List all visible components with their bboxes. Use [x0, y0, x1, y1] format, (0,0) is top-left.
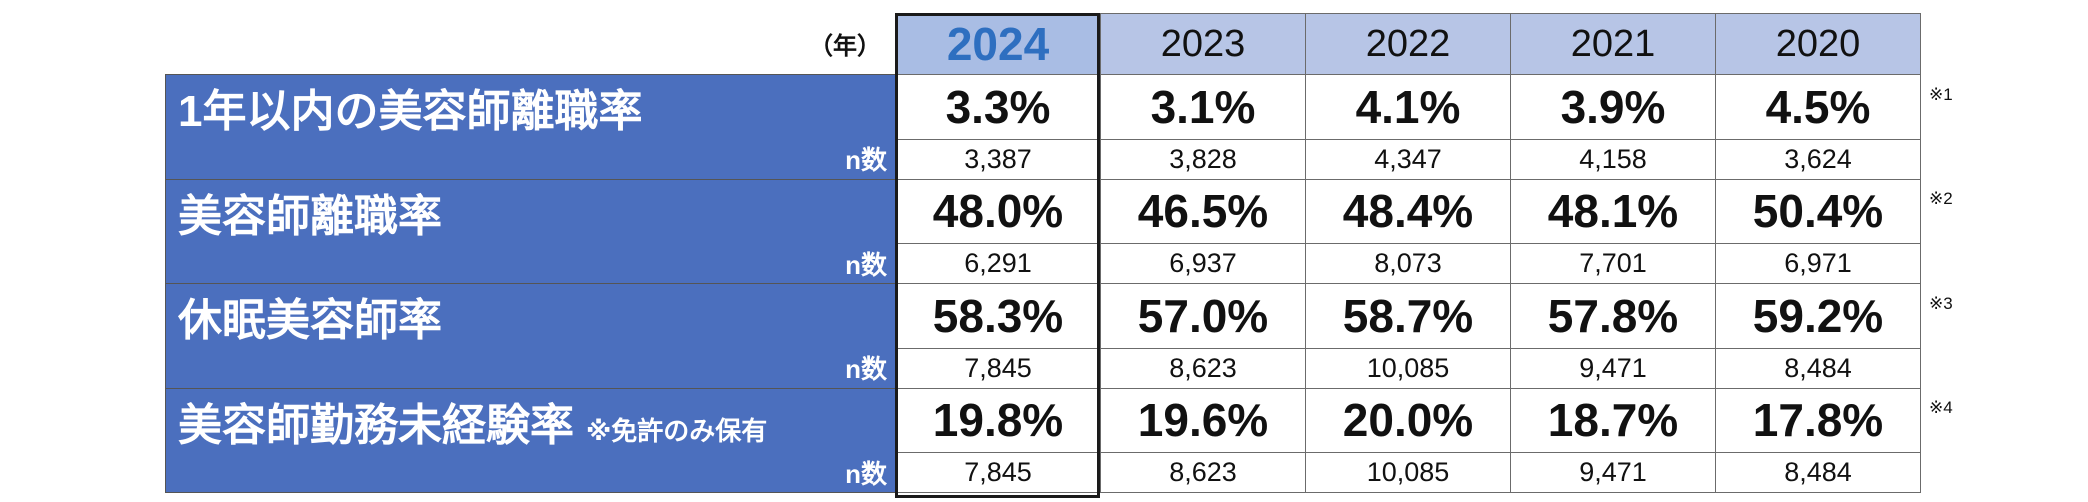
sample-size: 3,624	[1715, 138, 1921, 180]
sample-size-row: n数 7,845 8,623 10,085 9,471 8,484	[165, 347, 1981, 389]
row-label-text: 休眠美容師率	[178, 296, 442, 345]
row-label-text: 1年以内の美容師離職率	[178, 87, 643, 136]
footnote-mark: ※3	[1929, 293, 1953, 313]
rate-value: 58.7%	[1305, 283, 1511, 349]
rate-value: 50.4%	[1715, 178, 1921, 244]
rate-value: 4.1%	[1305, 74, 1511, 140]
row-label: 美容師離職率	[165, 178, 896, 244]
rate-value: 57.0%	[1100, 283, 1306, 349]
sample-size: 8,484	[1715, 347, 1921, 389]
year-header-2023: 2023	[1100, 13, 1306, 75]
table-row: 美容師離職率 48.0% 46.5% 48.4% 48.1% 50.4% ※2	[165, 178, 1981, 244]
year-header-2020: 2020	[1715, 13, 1921, 75]
stats-table: （年） 2024 2023 2022 2021 2020 1年以内の美容師離職率…	[165, 13, 1981, 493]
stats-table-container: （年） 2024 2023 2022 2021 2020 1年以内の美容師離職率…	[165, 13, 1981, 498]
rate-value: 4.5%	[1715, 74, 1921, 140]
sample-size-row: n数 3,387 3,828 4,347 4,158 3,624	[165, 138, 1981, 180]
table-row: 1年以内の美容師離職率 3.3% 3.1% 4.1% 3.9% 4.5% ※1	[165, 74, 1981, 140]
rate-value: 57.8%	[1510, 283, 1716, 349]
note-spacer	[1921, 14, 1981, 75]
sample-size: 8,484	[1715, 452, 1921, 493]
rate-value: 19.6%	[1100, 387, 1306, 453]
year-header-2024: 2024	[895, 13, 1101, 75]
n-label: n数	[165, 348, 896, 388]
rate-value: 3.9%	[1510, 74, 1716, 140]
table-row: 美容師勤務未経験率 ※免許のみ保有 19.8% 19.6% 20.0% 18.7%…	[165, 387, 1981, 453]
rate-value: 3.3%	[895, 74, 1101, 140]
rate-value: 18.7%	[1510, 387, 1716, 453]
footnote-mark: ※4	[1929, 398, 1953, 417]
sample-size-row: n数 6,291 6,937 8,073 7,701 6,971	[165, 243, 1981, 284]
rate-value: 20.0%	[1305, 387, 1511, 453]
row-label: 1年以内の美容師離職率	[165, 74, 896, 139]
rate-value: 46.5%	[1100, 178, 1306, 244]
sample-size: 6,971	[1715, 243, 1921, 284]
year-unit-label: （年）	[809, 33, 881, 61]
sample-size: 4,347	[1305, 138, 1511, 180]
header-row: （年） 2024 2023 2022 2021 2020	[166, 13, 1981, 75]
row-label-sub: ※免許のみ保有	[586, 415, 768, 446]
sample-size: 6,937	[1100, 243, 1306, 284]
n-label: n数	[165, 452, 896, 493]
rate-value: 19.8%	[895, 387, 1101, 453]
note-spacer	[1921, 348, 1981, 388]
sample-size-row: n数 7,845 8,623 10,085 9,471 8,484	[165, 452, 1981, 493]
sample-size: 7,845	[895, 452, 1101, 493]
rate-value: 17.8%	[1715, 387, 1921, 453]
sample-size: 10,085	[1305, 452, 1511, 493]
sample-size: 9,471	[1510, 452, 1716, 493]
sample-size: 7,701	[1510, 243, 1716, 284]
note-spacer	[1921, 453, 1981, 493]
rate-value: 58.3%	[895, 283, 1101, 349]
sample-size: 8,623	[1100, 452, 1306, 493]
note-spacer	[1921, 244, 1981, 284]
row-label-text: 美容師離職率	[178, 191, 442, 241]
sample-size: 10,085	[1305, 347, 1511, 389]
sample-size: 3,828	[1100, 138, 1306, 180]
year-header-2022: 2022	[1305, 13, 1511, 75]
footnote-mark: ※2	[1929, 189, 1953, 208]
rate-value: 48.1%	[1510, 178, 1716, 244]
sample-size: 8,073	[1305, 243, 1511, 284]
rate-value: 59.2%	[1715, 283, 1921, 349]
sample-size: 3,387	[895, 138, 1101, 180]
rate-value: 48.0%	[895, 178, 1101, 244]
rate-value: 48.4%	[1305, 178, 1511, 244]
sample-size: 8,623	[1100, 347, 1306, 389]
table-row: 休眠美容師率 58.3% 57.0% 58.7% 57.8% 59.2% ※3	[165, 283, 1981, 349]
n-label: n数	[165, 139, 896, 179]
footnote-mark: ※1	[1929, 84, 1953, 104]
row-label-text: 美容師勤務未経験率	[178, 400, 574, 450]
note-spacer	[1921, 139, 1981, 179]
row-label: 美容師勤務未経験率 ※免許のみ保有	[165, 387, 896, 453]
n-label: n数	[165, 243, 896, 284]
sample-size: 4,158	[1510, 138, 1716, 180]
sample-size: 6,291	[895, 243, 1101, 284]
sample-size: 7,845	[895, 347, 1101, 389]
row-label: 休眠美容師率	[165, 283, 896, 348]
sample-size: 9,471	[1510, 347, 1716, 389]
rate-value: 3.1%	[1100, 74, 1306, 140]
year-header-2021: 2021	[1510, 13, 1716, 75]
